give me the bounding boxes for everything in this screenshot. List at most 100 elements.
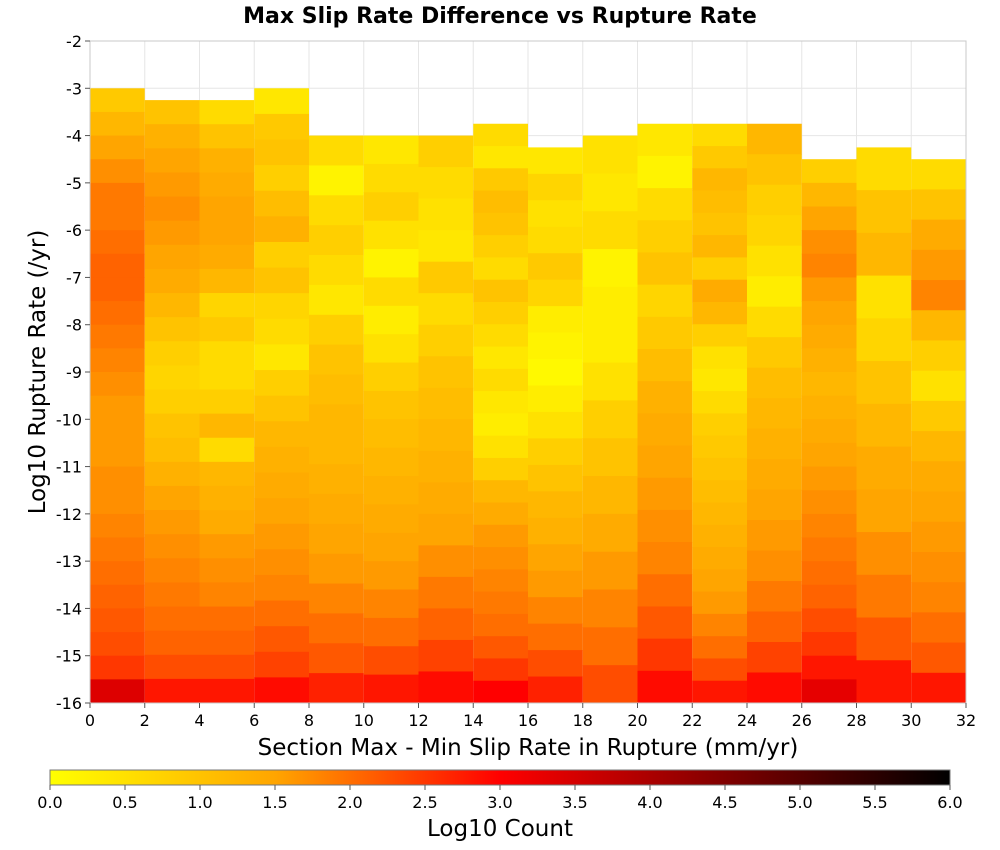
heatmap-cell (199, 606, 255, 632)
heatmap-cell (309, 284, 364, 316)
heatmap-cell (418, 198, 474, 231)
heatmap-cell (747, 642, 802, 674)
colorbar-gradient-bar (49, 769, 951, 786)
heatmap-cell (692, 502, 747, 526)
heatmap-cell (144, 268, 200, 294)
colorbar-tick-label: 4.5 (712, 793, 737, 812)
heatmap-cell (692, 524, 747, 548)
heatmap-cell (90, 679, 145, 704)
heatmap-cell (199, 365, 255, 390)
heatmap-cell (637, 574, 693, 607)
heatmap-cell (692, 146, 747, 169)
heatmap-cell (582, 249, 638, 288)
x-tick-label: 28 (846, 711, 866, 730)
heatmap-cell (199, 582, 255, 608)
heatmap-cell (254, 88, 309, 115)
heatmap-cell (856, 403, 912, 448)
heatmap-cell (363, 617, 419, 647)
heatmap-cell (418, 324, 474, 357)
heatmap-cell (692, 168, 747, 192)
heatmap-cell (801, 679, 857, 704)
heatmap-cell (747, 245, 802, 277)
heatmap-cell (801, 632, 857, 657)
heatmap-cell (309, 523, 364, 555)
heatmap-cell (637, 284, 693, 318)
heatmap-cell (528, 359, 583, 387)
colorbar: 0.0 0.5 1.0 1.5 2.0 2.5 3.0 3.5 4.0 4.5 5.0 5.5 6.0 … (37, 769, 963, 842)
heatmap-cell (528, 226, 583, 254)
x-tick-label: 14 (463, 711, 483, 730)
heatmap-cell (473, 146, 528, 169)
heatmap-cell (692, 190, 747, 214)
heatmap-cell (199, 148, 255, 173)
heatmap-cell (90, 632, 145, 657)
x-tick-label: 10 (354, 711, 374, 730)
heatmap-cell (90, 561, 145, 586)
heatmap-cell (254, 370, 309, 397)
heatmap-cell (801, 301, 857, 326)
heatmap-cell (144, 244, 200, 270)
heatmap-cell (692, 435, 747, 459)
heatmap-cell (90, 419, 145, 444)
heatmap-cell (801, 159, 857, 184)
colorbar-tick-label: 5.5 (862, 793, 887, 812)
x-tick-label: 26 (792, 711, 812, 730)
heatmap-cell (473, 123, 528, 147)
heatmap-cell (582, 324, 638, 364)
heatmap-cell (199, 654, 255, 680)
colorbar-tick-label: 1.5 (262, 793, 287, 812)
heatmap-cell (418, 387, 474, 420)
heatmap-cell (747, 337, 802, 369)
heatmap-cell (528, 147, 583, 175)
heatmap-cell (144, 678, 200, 704)
heatmap-cell (528, 517, 583, 545)
heatmap-cell (637, 606, 693, 640)
heatmap-cell (90, 466, 145, 491)
heatmap-cell (528, 200, 583, 228)
heatmap-cell (911, 310, 966, 341)
heatmap-cell (309, 165, 364, 196)
heatmap-cell (418, 545, 474, 578)
heatmap-cell (801, 608, 857, 633)
heatmap-cell (418, 450, 474, 483)
x-tick-label: 6 (249, 711, 259, 730)
heatmap-cell (473, 212, 528, 236)
heatmap-cell (528, 332, 583, 360)
heatmap-cell (144, 630, 200, 656)
heatmap-cell (309, 553, 364, 585)
y-tick-label: -12 (56, 505, 82, 524)
heatmap-cell (363, 561, 419, 591)
colorbar-ticks: 0.0 0.5 1.0 1.5 2.0 2.5 3.0 3.5 4.0 4.5 5.0 5.5 6.0 (37, 785, 963, 812)
heatmap-cell (418, 482, 474, 515)
heatmap-cell (473, 413, 528, 437)
heatmap-cell (747, 428, 802, 460)
colorbar-tick-label: 5.0 (787, 793, 812, 812)
x-tick-label: 18 (573, 711, 593, 730)
y-axis-label: Log10 Rupture Rate (/yr) (25, 230, 51, 515)
heatmap-cell (309, 583, 364, 614)
y-tick-label: -14 (56, 599, 82, 618)
heatmap-cell (582, 476, 638, 515)
heatmap-cell (90, 372, 145, 397)
heatmap-cell (199, 389, 255, 415)
x-tick-label: 24 (737, 711, 757, 730)
heatmap-cell (90, 159, 145, 184)
x-tick-label: 0 (85, 711, 95, 730)
heatmap-cell (363, 163, 419, 193)
heatmap-cell (254, 241, 309, 269)
heatmap-cell (801, 561, 857, 586)
heatmap-cell (90, 135, 145, 160)
heatmap-cell (473, 301, 528, 325)
heatmap-cell (199, 461, 255, 487)
heatmap-cell (692, 591, 747, 615)
heatmap-cell (144, 365, 200, 390)
heatmap-cell (582, 173, 638, 212)
heatmap-cell (747, 306, 802, 338)
heatmap-cell (199, 630, 255, 656)
heatmap-cell (254, 677, 309, 704)
heatmap-cell (747, 489, 802, 521)
heatmap-cell (363, 249, 419, 278)
heatmap-cell (473, 279, 528, 303)
heatmap-cell (473, 368, 528, 392)
